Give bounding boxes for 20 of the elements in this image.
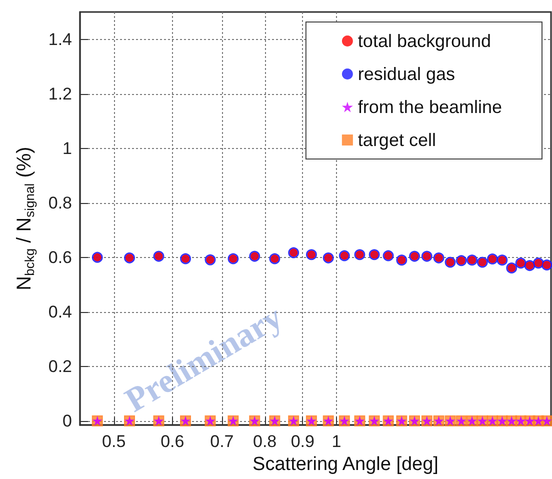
y-tick-label: 0 [62,411,72,430]
y-tick-label: 1.4 [48,30,72,49]
y-tick-label: 1.2 [48,84,72,104]
y-axis-title: Nbckg / Nsignal (%) [14,146,37,290]
x-tick-label: 1 [332,432,342,451]
x-tick-label: 0.9 [290,432,314,451]
x-tick-label: 0.6 [160,432,184,451]
legend-label: from the beamline [358,97,502,117]
x-tick-label: 0.5 [102,432,126,451]
y-tick-label: 0.8 [48,193,72,212]
y-tick-label: 1 [62,138,72,158]
y-tick-label: 0.4 [48,302,72,322]
legend-label: total background [358,31,492,51]
y-tick-label: 0.6 [48,248,72,267]
legend-label: residual gas [358,64,455,84]
y-tick-label: 0.2 [48,356,72,376]
x-tick-label: 0.8 [252,432,277,451]
x-tick-label: 0.7 [210,432,234,451]
legend-label: target cell [358,130,436,150]
x-axis-title: Scattering Angle [deg] [252,454,438,475]
